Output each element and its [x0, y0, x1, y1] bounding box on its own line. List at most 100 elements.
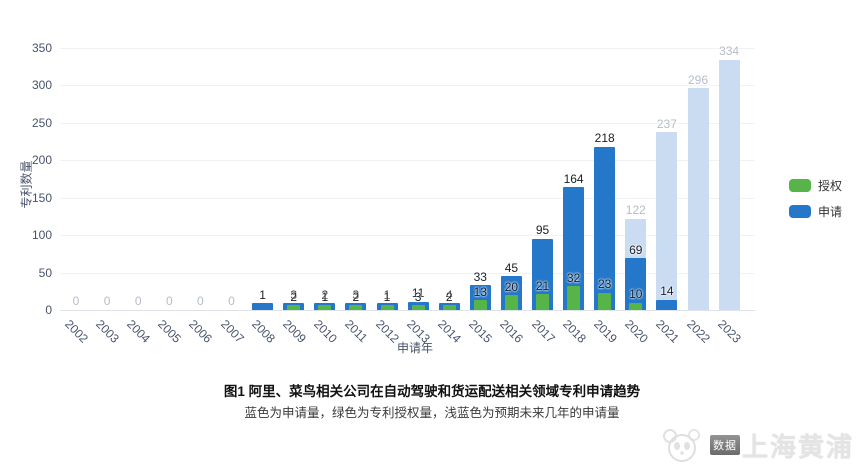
bar-value-label: 3	[414, 289, 422, 304]
bar-申请-2017[interactable]	[532, 238, 553, 310]
x-axis-tick-label: 2019	[590, 317, 620, 346]
bar-申请-2020[interactable]	[625, 258, 647, 310]
legend-item-grant[interactable]: 授权	[789, 177, 842, 194]
gridline	[60, 122, 755, 124]
x-axis-tick-label: 2009	[279, 317, 309, 346]
bar-value-label: 237	[656, 116, 677, 131]
legend-swatch-grant-icon	[789, 179, 811, 192]
bar-value-label: 45	[504, 260, 519, 275]
bar-value-label: 20	[504, 279, 519, 294]
bar-value-label: 0	[72, 294, 80, 308]
bar-申请-2021[interactable]	[656, 299, 678, 310]
bar-授权-2015[interactable]	[473, 300, 487, 310]
y-axis-tick-label: 50	[38, 265, 52, 280]
bar-预期申请-2022[interactable]	[687, 88, 709, 310]
bar-授权-2016[interactable]	[504, 295, 518, 310]
bar-value-label: 14	[660, 284, 674, 298]
y-axis-tick-label: 100	[31, 228, 52, 242]
x-axis-tick-label: 2006	[186, 317, 216, 346]
legend-label-apply: 申请	[818, 205, 843, 219]
gridline	[60, 197, 755, 199]
bar-value-label: 1	[383, 289, 391, 304]
figure-caption-subtitle: 蓝色为申请量，绿色为专利授权量，浅蓝色为预期未来几年的申请量	[244, 406, 620, 420]
bar-value-label: 1	[321, 289, 329, 304]
y-axis-tick-label: 300	[31, 78, 52, 92]
y-axis-tick-label: 250	[31, 115, 52, 130]
bar-value-label: 69	[629, 242, 643, 257]
figure-caption-title: 图1 阿里、菜鸟相关公司在自动驾驶和货运配送相关领域专利申请趋势	[223, 384, 641, 399]
legend: 授权 申请	[789, 177, 842, 229]
legend-item-apply[interactable]: 申请	[789, 203, 842, 220]
bar-value-label: 334	[719, 44, 740, 58]
bar-授权-2020[interactable]	[629, 302, 643, 310]
x-axis-tick-label: 2008	[248, 317, 278, 346]
bar-value-label: 23	[598, 277, 612, 292]
y-axis-tick-label: 200	[31, 153, 52, 167]
bar-value-label: 3	[290, 287, 298, 302]
x-axis-tick-label: 2002	[62, 317, 91, 346]
x-axis-tick-label: 2005	[155, 317, 185, 346]
x-axis-tick-label: 2007	[217, 317, 247, 346]
bar-授权-2017[interactable]	[536, 294, 549, 310]
bar-value-label: 21	[535, 278, 550, 293]
x-axis-tick-label: 2020	[621, 317, 651, 346]
bar-授权-2013[interactable]	[411, 305, 425, 310]
x-axis-tick-label: 2004	[124, 317, 154, 346]
bar-value-label: 122	[625, 203, 646, 217]
x-axis-tick-label: 2011	[341, 317, 371, 346]
bar-value-label: 95	[535, 223, 550, 238]
gridline	[60, 160, 755, 161]
bar-申请-2018[interactable]	[563, 187, 585, 310]
bar-value-label: 32	[566, 270, 581, 285]
bar-value-label: 2	[352, 289, 360, 304]
bar-value-label: 164	[563, 171, 584, 186]
x-axis-title: 申请年	[396, 341, 433, 355]
bar-value-label: 10	[629, 287, 643, 301]
y-axis-tick-label: 350	[31, 40, 52, 55]
x-axis-tick-label: 2003	[93, 317, 122, 346]
bar-预期申请-2021[interactable]	[656, 132, 678, 310]
gridline	[60, 235, 755, 236]
bar-申请-2008[interactable]	[252, 303, 274, 310]
bar-value-label: 1	[259, 287, 266, 302]
bar-value-label: 2	[290, 289, 298, 304]
bar-value-label: 2	[321, 287, 329, 302]
bar-value-label: 1	[383, 287, 391, 302]
bar-value-label: 218	[594, 131, 615, 145]
bar-授权-2019[interactable]	[598, 292, 612, 310]
bar-授权-2012[interactable]	[380, 305, 394, 310]
y-axis-tick-label: 150	[31, 190, 52, 205]
bar-value-label: 2	[445, 289, 453, 304]
bar-授权-2018[interactable]	[567, 286, 581, 310]
bar-授权-2011[interactable]	[349, 305, 363, 310]
bar-授权-2010[interactable]	[318, 305, 332, 310]
gridline	[60, 85, 755, 86]
bar-value-label: 0	[103, 294, 111, 308]
gridline	[60, 272, 755, 274]
bar-value-label: 0	[228, 294, 235, 308]
bar-value-label: 0	[165, 294, 173, 308]
x-axis-tick-label: 2023	[715, 317, 744, 346]
x-axis-line	[60, 310, 755, 311]
panda-logo-icon	[662, 429, 700, 462]
x-axis-tick-label: 2021	[652, 317, 682, 346]
bar-value-label: 0	[197, 294, 204, 308]
bar-value-label: 33	[473, 269, 487, 284]
x-axis-tick-label: 2018	[559, 317, 589, 346]
x-axis-tick-label: 2017	[528, 317, 558, 346]
watermark-badge: 数据	[709, 435, 740, 455]
bar-预期申请-2023[interactable]	[718, 59, 740, 310]
bar-value-label: 3	[352, 287, 360, 302]
watermark-text: 上海黄浦	[741, 431, 854, 462]
bar-申请-2019[interactable]	[594, 146, 616, 310]
figure-caption: 图1 阿里、菜鸟相关公司在自动驾驶和货运配送相关领域专利申请趋势 蓝色为申请量，…	[0, 382, 864, 424]
gridline	[60, 47, 755, 49]
bar-授权-2009[interactable]	[287, 305, 301, 310]
x-axis-tick-label: 2022	[684, 317, 713, 346]
watermark: 数据 上海黄浦	[660, 426, 854, 464]
legend-label-grant: 授权	[818, 179, 843, 193]
bar-授权-2014[interactable]	[442, 305, 456, 310]
bar-value-label: 11	[411, 286, 425, 301]
bar-value-label: 0	[134, 294, 142, 308]
